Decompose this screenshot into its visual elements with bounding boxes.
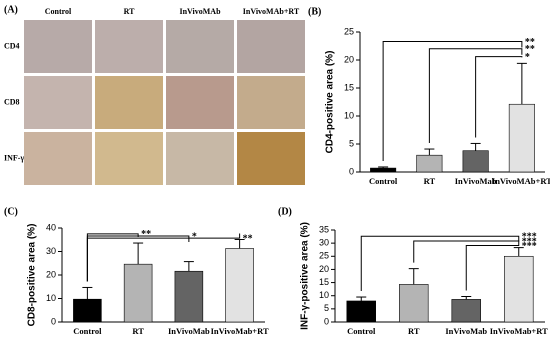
row-label: CD8 <box>4 97 20 106</box>
significance-label: ** <box>243 233 253 244</box>
y-tick-label: 35 <box>319 224 329 234</box>
significance-label: ** <box>525 37 535 48</box>
y-tick-label: 0 <box>349 166 354 176</box>
x-tick-label: InVivoMAb+RT <box>492 176 550 186</box>
x-tick-label: InVivoMab <box>455 176 497 186</box>
panel-label: (C) <box>4 206 18 217</box>
significance-label: *** <box>522 236 537 247</box>
significance-bracket <box>86 233 241 282</box>
significance-label: *** <box>522 232 537 243</box>
micrograph <box>166 132 234 185</box>
y-tick-label: 10 <box>344 110 354 120</box>
x-tick-label: RT <box>408 326 420 336</box>
significance-label: ** <box>525 44 535 55</box>
panel-label: (D) <box>278 206 292 217</box>
row-label: CD4 <box>4 41 20 50</box>
y-tick-label: 30 <box>46 246 56 256</box>
bar <box>462 150 489 173</box>
significance-label: * <box>192 231 197 242</box>
micrograph <box>24 20 92 73</box>
bar <box>508 103 535 173</box>
y-tick-label: 15 <box>319 277 329 287</box>
y-tick-label: 15 <box>344 82 354 92</box>
bar <box>370 167 397 173</box>
y-tick-label: 20 <box>46 269 56 279</box>
bar <box>73 298 102 323</box>
y-tick-label: 30 <box>319 238 329 248</box>
significance-bracket <box>413 240 520 263</box>
bar <box>346 300 376 323</box>
column-header: InVivoMAb <box>179 7 221 16</box>
y-tick-label: 5 <box>324 303 329 313</box>
micrograph <box>95 76 163 129</box>
x-tick-label: InVivoMab <box>168 326 210 336</box>
micrograph <box>95 132 163 185</box>
significance-bracket <box>382 41 523 161</box>
y-tick-label: 5 <box>349 138 354 148</box>
micrograph <box>24 76 92 129</box>
significance-bracket <box>465 241 520 291</box>
bar <box>416 154 443 173</box>
bar <box>451 299 481 323</box>
bar <box>174 270 204 323</box>
significance-label: * <box>525 52 530 63</box>
bar <box>399 284 429 323</box>
y-tick-label: 40 <box>46 222 56 232</box>
x-tick-label: Control <box>347 326 376 336</box>
micrograph <box>237 132 305 185</box>
y-tick-label: 0 <box>324 316 329 326</box>
panel-label: (A) <box>4 4 18 15</box>
significance-bracket <box>360 235 520 292</box>
micrograph <box>237 20 305 73</box>
significance-bracket <box>428 48 523 144</box>
micrograph <box>24 132 92 185</box>
x-tick-label: Control <box>73 326 102 336</box>
x-tick-label: RT <box>132 326 144 336</box>
column-header: Control <box>45 7 72 16</box>
micrograph <box>237 76 305 129</box>
y-tick-label: 25 <box>344 26 354 36</box>
x-tick-label: InVivoMab <box>445 326 487 336</box>
row-label: INF-γ <box>4 153 24 162</box>
column-header: InVivoMAb+RT <box>243 7 300 16</box>
x-tick-label: InVivoMab+RT <box>211 326 269 336</box>
bar <box>123 263 153 323</box>
y-tick-label: 10 <box>46 293 56 303</box>
y-tick-label: 20 <box>319 264 329 274</box>
micrograph <box>95 20 163 73</box>
significance-label: ** <box>141 229 151 240</box>
y-axis-label: CD8-positive area (%) <box>27 224 38 327</box>
bar <box>504 255 534 323</box>
x-tick-label: InVivoMab+RT <box>490 326 548 336</box>
y-tick-label: 25 <box>319 251 329 261</box>
x-tick-label: Control <box>369 176 398 186</box>
x-tick-label: RT <box>424 176 436 186</box>
y-axis-label: CD4-positive area (%) <box>325 51 336 154</box>
significance-bracket <box>475 56 523 138</box>
y-tick-label: 0 <box>51 316 56 326</box>
micrograph <box>166 76 234 129</box>
y-axis-label: INF-γ-positive area (%) <box>300 222 311 330</box>
significance-label: *** <box>522 241 537 252</box>
bar <box>225 248 254 323</box>
micrograph <box>166 20 234 73</box>
column-header: RT <box>124 7 135 16</box>
y-tick-label: 10 <box>319 290 329 300</box>
panel-label: (B) <box>308 6 321 17</box>
y-tick-label: 20 <box>344 54 354 64</box>
